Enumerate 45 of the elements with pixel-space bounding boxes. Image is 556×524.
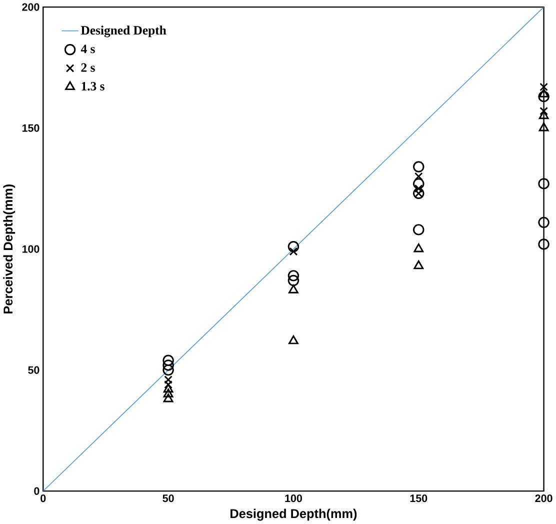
x-axis-title: Designed Depth(mm) — [230, 508, 357, 521]
point — [162, 360, 174, 371]
point — [414, 260, 424, 270]
point — [538, 238, 550, 250]
legend-label: 4 s — [80, 44, 95, 54]
legend-label: Designed Depth — [80, 26, 166, 38]
x-tick-label: 150 — [410, 494, 428, 502]
point — [538, 178, 550, 190]
point — [162, 354, 174, 366]
point — [538, 110, 549, 120]
point — [289, 247, 298, 256]
point — [538, 88, 549, 98]
point — [538, 122, 549, 132]
point — [288, 274, 300, 286]
point — [163, 388, 174, 398]
y-tick-label: 50 — [28, 366, 40, 374]
point — [163, 384, 174, 393]
y-axis-title: Perceived Depth(mm) — [3, 184, 16, 314]
point — [162, 364, 174, 376]
point — [164, 380, 172, 389]
x-tick-label: 200 — [535, 494, 552, 502]
legend-label: 2 s — [81, 63, 95, 72]
y-tick-label: 100 — [22, 245, 40, 253]
legend-label: 1.3 s — [82, 82, 104, 91]
point — [288, 241, 300, 252]
point — [413, 161, 424, 172]
point — [540, 106, 548, 116]
point — [538, 91, 550, 102]
point — [164, 376, 172, 384]
x-tick-label: 0 — [40, 494, 46, 502]
point — [414, 172, 423, 181]
y-tick-label: 200 — [22, 3, 40, 11]
point — [414, 243, 424, 252]
y-tick-label: 0 — [34, 487, 40, 495]
point — [413, 178, 424, 190]
x-tick-label: 100 — [285, 494, 302, 502]
x-tick-label: 50 — [162, 494, 174, 502]
y-tick-label: 150 — [22, 124, 40, 132]
point — [413, 224, 424, 236]
point — [540, 82, 548, 92]
point — [288, 270, 300, 282]
point — [538, 216, 550, 228]
point — [288, 335, 298, 344]
point — [163, 394, 174, 402]
point — [288, 284, 298, 294]
